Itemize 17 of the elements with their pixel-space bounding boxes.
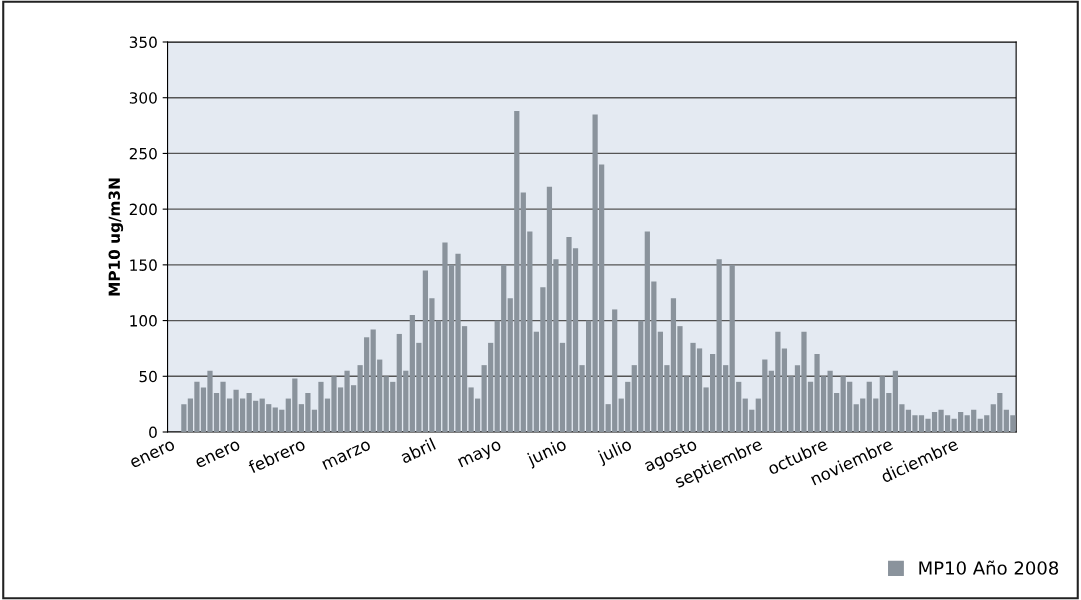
x-tick-label: julio	[596, 437, 634, 467]
y-tick-label: 350	[129, 36, 157, 49]
x-tick-label: enero	[129, 440, 176, 469]
y-tick-label: 100	[130, 315, 157, 327]
y-tick-label: 150	[130, 259, 157, 271]
legend-label: MP10 Año 2008	[919, 560, 1059, 575]
x-tick-label: enero	[195, 440, 241, 469]
y-tick-label: 200	[129, 203, 157, 216]
y-tick-label: 0	[149, 426, 157, 439]
y-tick-label: 50	[139, 370, 157, 383]
x-tick-label: abril	[399, 437, 436, 464]
y-tick-label: 300	[129, 92, 157, 104]
x-tick-label: junio	[525, 437, 569, 469]
y-axis-title: MP10 ug/m3N	[108, 178, 124, 296]
x-tick-label: mayo	[457, 440, 504, 471]
y-tick-label: 250	[129, 147, 157, 160]
bar	[181, 404, 187, 432]
